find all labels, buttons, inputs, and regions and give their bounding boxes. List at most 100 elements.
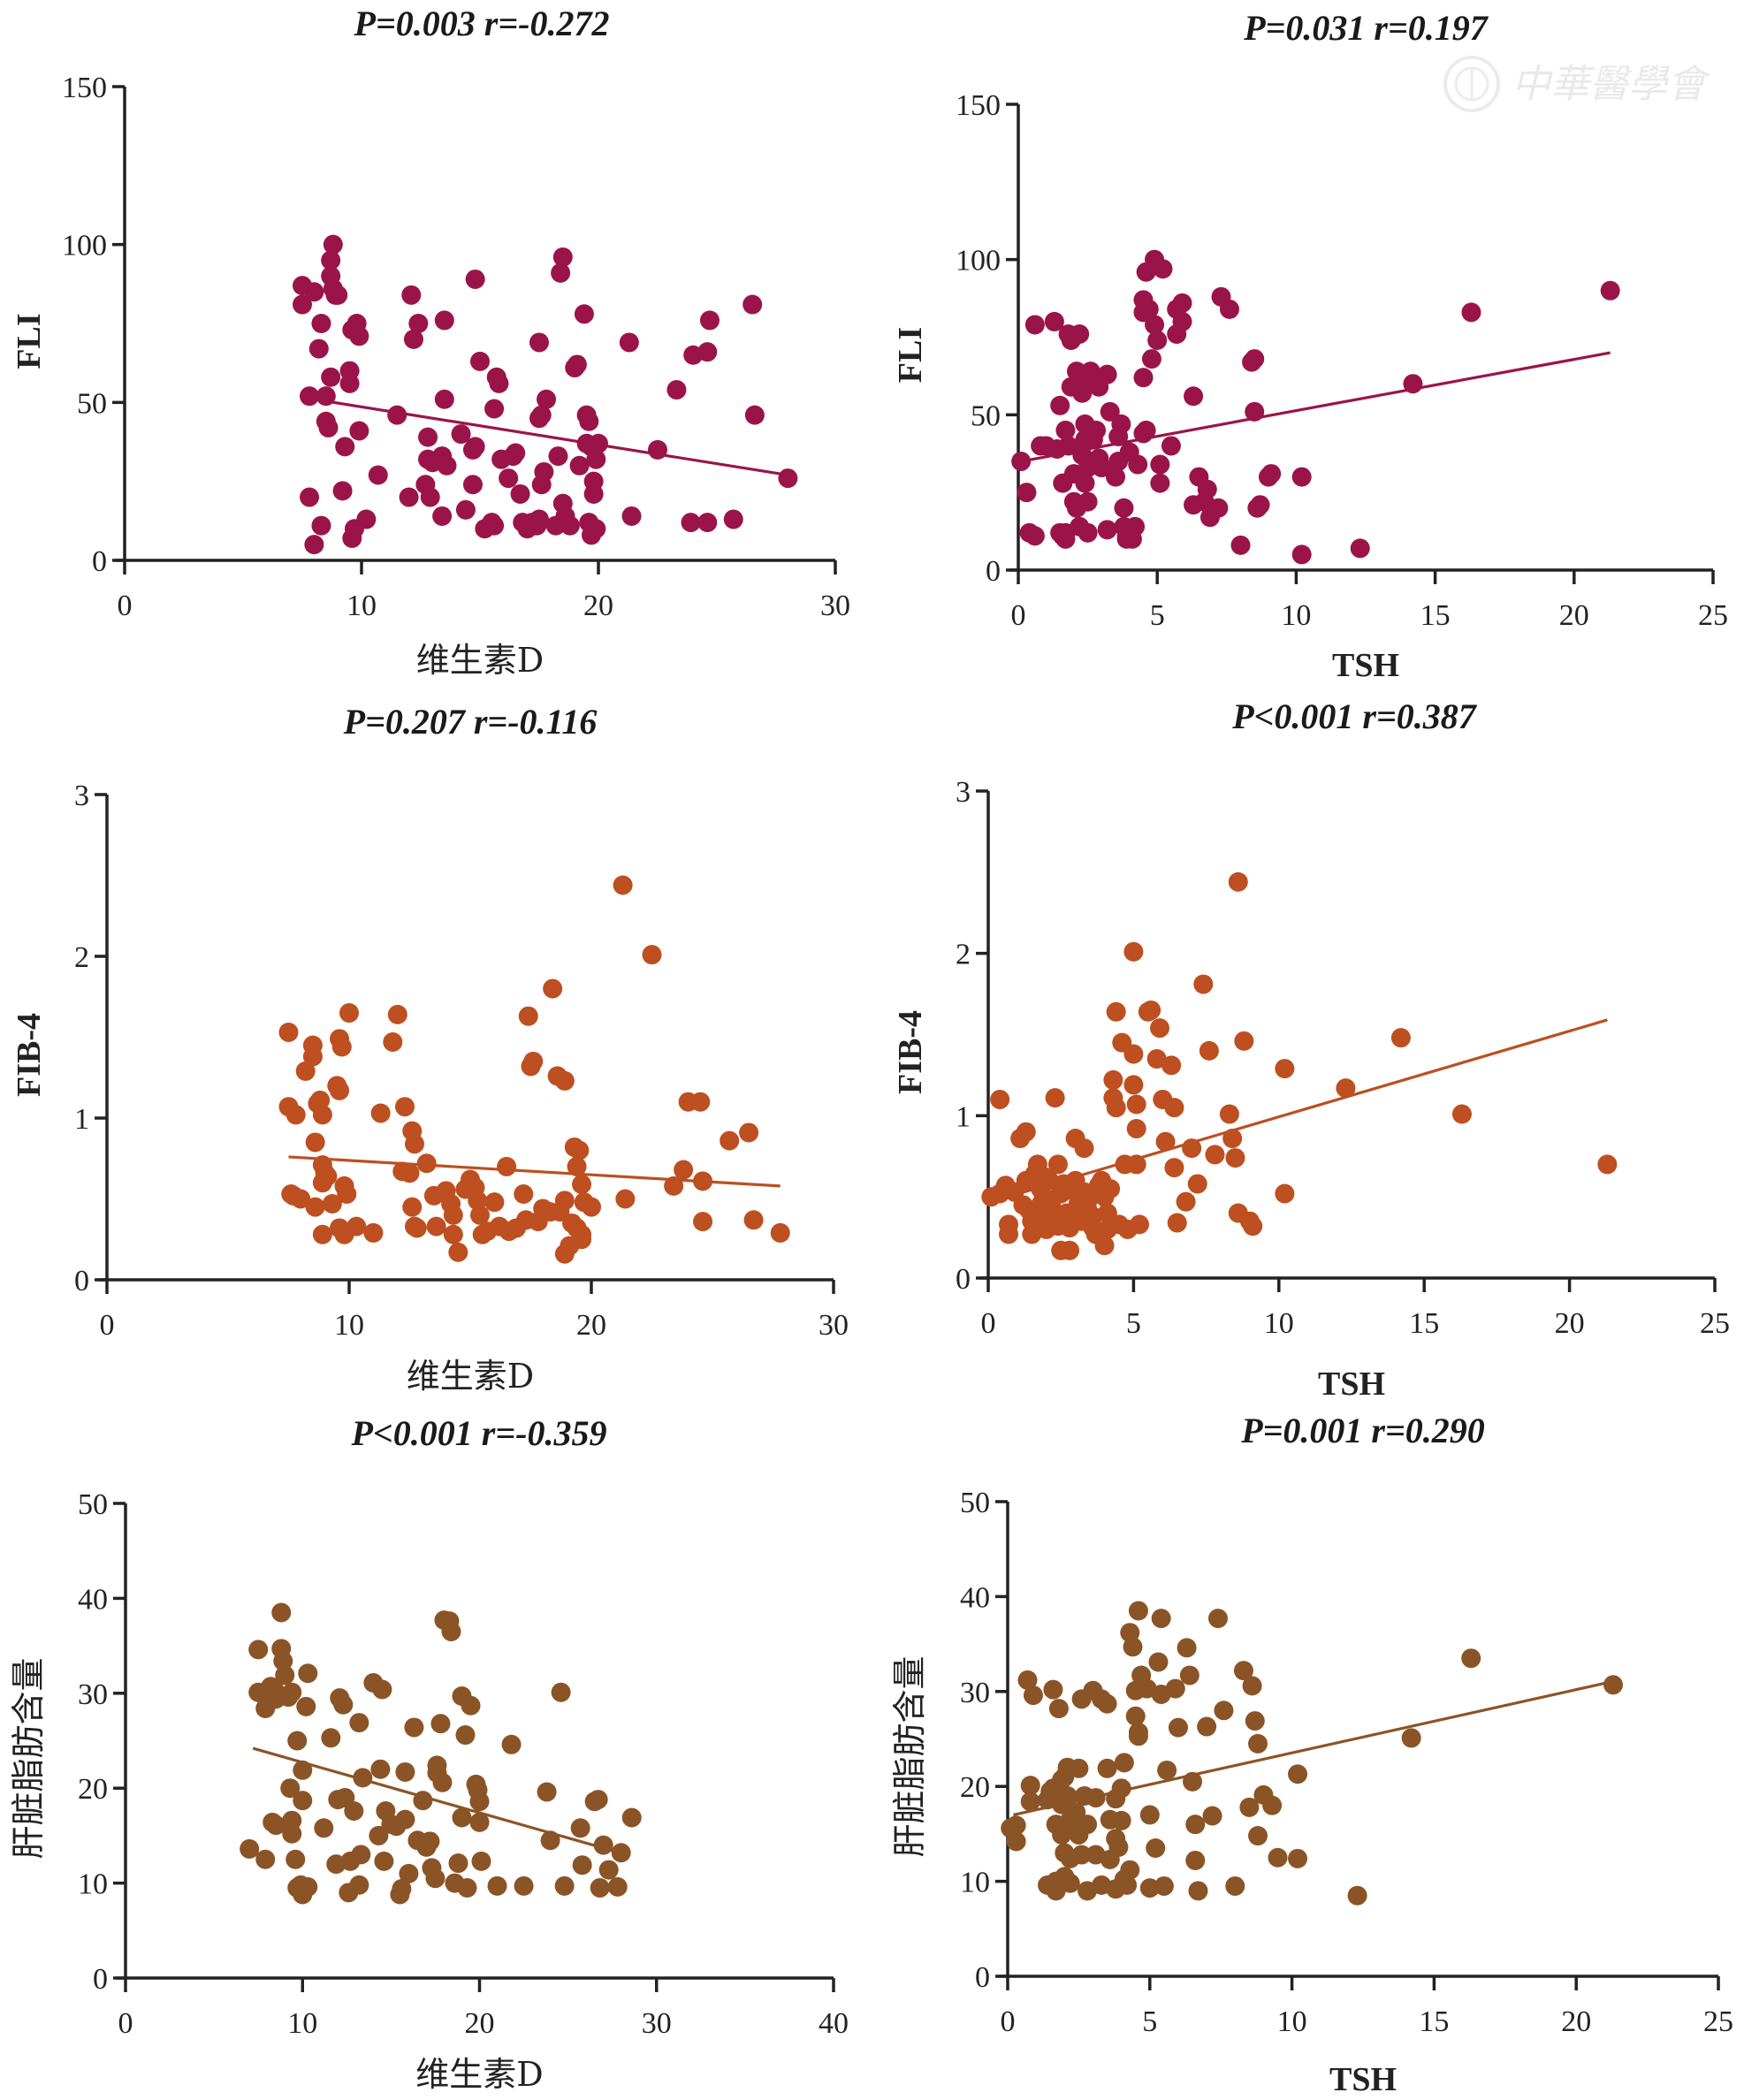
data-point [1128, 1722, 1148, 1742]
data-point [1103, 1069, 1123, 1090]
data-point [1150, 473, 1170, 493]
x-tick-label: 25 [1700, 1307, 1730, 1340]
regression-line [252, 1746, 631, 1857]
data-point [1155, 1131, 1176, 1152]
data-point [337, 1184, 357, 1205]
data-point [1451, 1104, 1472, 1124]
x-tick-label: 40 [819, 2007, 849, 2040]
data-point [1020, 1776, 1040, 1796]
data-point [590, 1877, 610, 1898]
data-point [255, 1849, 276, 1869]
y-tick-label: 3 [956, 776, 971, 809]
y-tick-label: 100 [956, 245, 1001, 278]
data-point [621, 506, 642, 526]
y-tick-label: 1 [956, 1100, 971, 1133]
data-point [697, 342, 718, 362]
data-point [572, 1855, 592, 1876]
data-point [489, 373, 509, 393]
data-point [1125, 516, 1146, 536]
data-point [990, 1089, 1010, 1109]
chart-panel-fli-tsh: P=0.031 r=0.197 0 50 100 150 0 5 10 15 20 25 TSH FLI [892, 8, 1728, 684]
data-point [534, 461, 554, 482]
x-tick-label: 15 [1420, 599, 1451, 632]
data-point [339, 373, 360, 393]
data-point [1119, 442, 1139, 462]
data-point [1106, 1879, 1126, 1899]
data-point [282, 1810, 302, 1830]
data-point [1097, 1758, 1117, 1778]
data-point [302, 1046, 323, 1067]
data-point [1083, 1218, 1103, 1238]
data-point [588, 1790, 608, 1810]
data-point [293, 1791, 313, 1811]
data-point [510, 483, 530, 504]
scatter-points [240, 1602, 642, 1905]
data-point [484, 399, 505, 419]
data-point [335, 437, 355, 457]
data-point [275, 1665, 295, 1685]
y-axis-label: FLI [892, 327, 929, 383]
regression-line [1013, 1680, 1611, 1816]
data-point [266, 1815, 286, 1836]
data-point [739, 1122, 759, 1143]
data-point [347, 1216, 367, 1236]
data-point [1179, 1665, 1199, 1685]
y-tick-label: 150 [956, 89, 1001, 122]
data-point [1045, 1088, 1065, 1108]
y-tick-label: 3 [74, 780, 89, 812]
data-point [642, 945, 662, 965]
data-point [499, 468, 519, 489]
data-point [1036, 1168, 1056, 1188]
data-point [349, 1875, 369, 1895]
data-point [1150, 454, 1170, 475]
data-point [1075, 473, 1095, 493]
data-point [1239, 1797, 1260, 1817]
data-point [1268, 1847, 1288, 1868]
data-point [1164, 1098, 1184, 1118]
data-point [395, 1097, 415, 1117]
regression-line [314, 398, 788, 477]
data-point [1187, 1174, 1207, 1194]
watermark: 中華醫學會 [1443, 56, 1711, 112]
data-point [1597, 1154, 1618, 1175]
x-tick-label: 10 [1281, 599, 1311, 632]
x-axis-label: 维生素D [416, 641, 544, 680]
data-point [569, 455, 590, 476]
regression-line [990, 1018, 1608, 1204]
x-tick-label: 0 [118, 590, 133, 622]
data-point [1060, 1240, 1080, 1260]
data-point [1222, 1129, 1243, 1149]
data-point [372, 1679, 392, 1700]
data-point [1461, 1648, 1481, 1669]
y-tick-label: 20 [78, 1773, 108, 1806]
data-point [296, 1696, 316, 1716]
data-point [370, 1759, 391, 1779]
data-point [1136, 420, 1156, 440]
data-point [1390, 1028, 1411, 1048]
data-point [1146, 1838, 1166, 1859]
data-point [407, 1830, 428, 1851]
data-point [560, 515, 580, 536]
y-tick-label: 1 [74, 1103, 89, 1136]
data-point [1139, 1878, 1160, 1898]
data-point [569, 1140, 590, 1160]
x-tick-label: 10 [287, 2007, 317, 2040]
scatter-points [1001, 1601, 1624, 1906]
x-axis-label: 维生素D [415, 2055, 543, 2094]
data-point [403, 329, 423, 349]
data-point [311, 314, 331, 333]
data-point [674, 1160, 694, 1180]
data-point [441, 1621, 461, 1641]
data-point [1147, 331, 1168, 351]
data-point [1193, 974, 1214, 994]
data-point [349, 421, 369, 441]
data-point [506, 443, 526, 463]
data-point [1097, 520, 1117, 540]
data-point [567, 354, 587, 375]
data-point [613, 875, 633, 895]
data-point [395, 1761, 415, 1782]
data-point [583, 483, 604, 504]
x-tick-label: 20 [465, 2007, 495, 2040]
data-point [572, 1175, 592, 1195]
x-tick-label: 0 [981, 1307, 996, 1340]
